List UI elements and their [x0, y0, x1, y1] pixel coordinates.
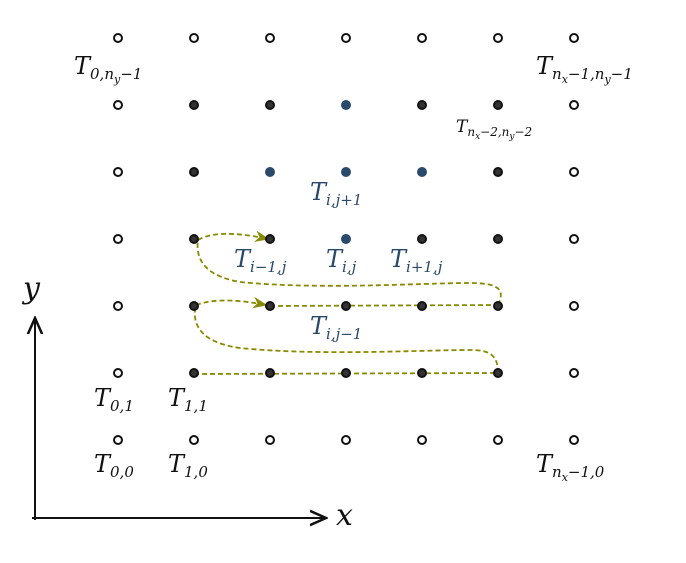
grid-node-interior-5-2 [493, 301, 503, 311]
grid-node-boundary-0-0 [113, 435, 123, 445]
grid-node-boundary-3-0 [341, 435, 351, 445]
y-axis-label: y [21, 271, 41, 306]
grid-node-boundary-3-6 [341, 33, 351, 43]
label-t-i-1-j: Ti−1,j [234, 245, 287, 276]
grid-node-interior-5-5 [493, 100, 503, 110]
grid-node-boundary-0-4 [113, 167, 123, 177]
grid-node-interior-2-1 [265, 368, 275, 378]
grid-node-boundary-5-6 [493, 33, 503, 43]
node-labels: T0,ny−1 Tnx−1,ny−1 Tnx−2,ny−2 Ti,j+1 Ti−… [74, 52, 633, 484]
grid-node-interior-5-1 [493, 368, 503, 378]
label-t-nx-1-0: Tnx−1,0 [536, 450, 605, 484]
grid-node-interior-1-4 [189, 167, 199, 177]
label-t-0-1: T0,1 [94, 384, 134, 415]
grid-node-interior-3-2 [341, 301, 351, 311]
path-step-3 [197, 230, 270, 242]
label-t-0-0: T0,0 [94, 450, 134, 481]
label-t-1-0: T1,0 [168, 450, 208, 481]
grid-node-boundary-6-3 [569, 234, 579, 244]
label-t-nx-1-ny-1: Tnx−1,ny−1 [536, 52, 633, 86]
grid-node-interior-1-5 [189, 100, 199, 110]
path-row-2 [269, 304, 499, 307]
grid-node-boundary-5-0 [493, 435, 503, 445]
grid-node-boundary-6-5 [569, 100, 579, 110]
grid-node-boundary-0-2 [113, 301, 123, 311]
label-t-i+1-j: Ti+1,j [390, 245, 443, 276]
grid-node-boundary-0-6 [113, 33, 123, 43]
grid-node-boundary-0-3 [113, 234, 123, 244]
label-t-1-1: T1,1 [168, 384, 208, 415]
label-t-i-j+1: Ti,j+1 [310, 178, 362, 209]
path-wrap-1 [193, 304, 499, 374]
grid-node-boundary-6-2 [569, 301, 579, 311]
grid-node-boundary-1-0 [189, 435, 199, 445]
grid-node-interior-5-3 [493, 234, 503, 244]
grid-node-interior-4-5 [417, 100, 427, 110]
label-t-0-ny-1: T0,ny−1 [74, 52, 142, 86]
grid-node-interior-4-1 [417, 368, 427, 378]
label-t-i-j-1: Ti,j−1 [310, 312, 362, 343]
grid-node-boundary-6-0 [569, 435, 579, 445]
grid-node-boundary-0-1 [113, 368, 123, 378]
path-step-2 [195, 296, 268, 309]
grid-node-interior-1-2 [189, 301, 199, 311]
x-axis-label: x [336, 498, 353, 533]
path-wrap-2 [196, 239, 502, 306]
label-t-i-j: Ti,j [326, 245, 357, 276]
grid-node-interior-1-1 [189, 368, 199, 378]
grid-node-stencil-3-4 [341, 167, 351, 177]
grid-node-boundary-4-6 [417, 33, 427, 43]
grid-node-interior-5-4 [493, 167, 503, 177]
grid-node-interior-3-1 [341, 368, 351, 378]
axes: x y [21, 271, 353, 533]
grid-node-boundary-0-5 [113, 100, 123, 110]
grid-node-stencil-3-3 [341, 234, 351, 244]
grid-node-boundary-6-4 [569, 167, 579, 177]
label-t-nx-2-ny-2: Tnx−2,ny−2 [456, 117, 532, 142]
grid-node-stencil-4-4 [417, 167, 427, 177]
grid-node-interior-4-3 [417, 234, 427, 244]
grid-node-interior-2-3 [265, 234, 275, 244]
grid-node-boundary-4-0 [417, 435, 427, 445]
grid-node-boundary-6-6 [569, 33, 579, 43]
grid-node-interior-1-3 [189, 234, 199, 244]
grid-node-boundary-1-6 [189, 33, 199, 43]
grid-node-interior-2-2 [265, 301, 275, 311]
grid-node-boundary-2-0 [265, 435, 275, 445]
grid-node-stencil-3-5 [341, 100, 351, 110]
grid-node-boundary-2-6 [265, 33, 275, 43]
grid-node-interior-4-2 [417, 301, 427, 311]
grid-node-interior-2-5 [265, 100, 275, 110]
grid-nodes [113, 33, 579, 445]
grid-node-stencil-2-4 [265, 167, 275, 177]
grid-node-boundary-6-1 [569, 368, 579, 378]
